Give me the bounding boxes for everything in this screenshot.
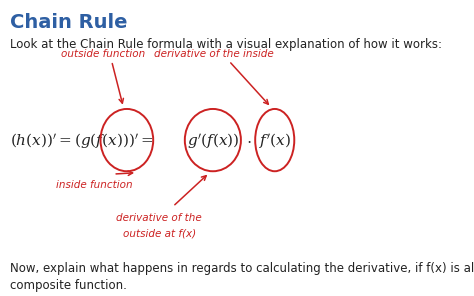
Text: outside function: outside function <box>61 49 145 59</box>
Text: $(h(x))' = (g(f(x)))' =$: $(h(x))' = (g(f(x)))' =$ <box>9 131 153 149</box>
Text: Chain Rule: Chain Rule <box>9 13 127 32</box>
Text: Now, explain what happens in regards to calculating the derivative, if f(x) is a: Now, explain what happens in regards to … <box>9 262 474 275</box>
Text: $f'(x)$: $f'(x)$ <box>259 131 291 149</box>
Text: derivative of the: derivative of the <box>116 213 202 223</box>
Text: derivative of the inside: derivative of the inside <box>154 49 273 59</box>
Text: outside at f(x): outside at f(x) <box>123 229 196 239</box>
Text: $g'(f(x))$: $g'(f(x))$ <box>187 131 239 149</box>
Text: Look at the Chain Rule formula with a visual explanation of how it works:: Look at the Chain Rule formula with a vi… <box>9 38 442 51</box>
Text: composite function.: composite function. <box>9 279 127 292</box>
Text: inside function: inside function <box>56 180 133 190</box>
Text: $\cdot$: $\cdot$ <box>246 133 251 148</box>
